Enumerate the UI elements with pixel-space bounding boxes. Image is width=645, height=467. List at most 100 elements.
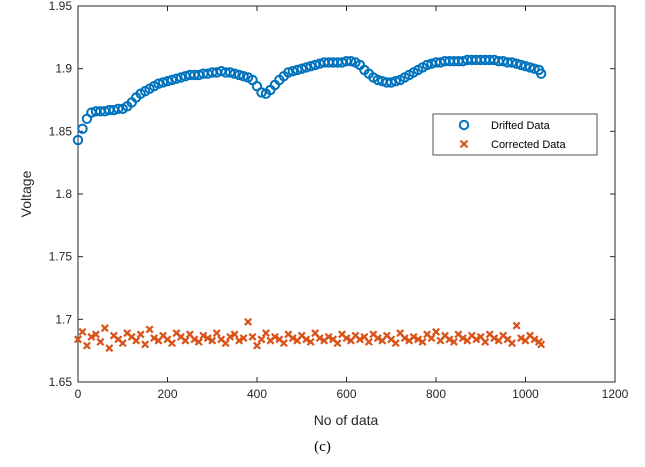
data-point-circle xyxy=(229,68,240,79)
data-point-circle xyxy=(524,62,536,73)
data-point-circle xyxy=(520,60,531,72)
data-point-x xyxy=(302,335,311,344)
data-point-circle xyxy=(309,59,321,71)
x-tick-label: 0 xyxy=(75,387,82,401)
data-point-x xyxy=(418,337,427,346)
data-point-x xyxy=(194,337,203,346)
x-tick-label: 800 xyxy=(426,387,446,401)
data-point-x xyxy=(212,329,221,338)
data-point-circle xyxy=(345,55,357,67)
data-point-circle xyxy=(233,69,245,81)
data-point-circle xyxy=(301,62,312,73)
data-series xyxy=(72,54,547,353)
legend: Drifted Data Corrected Data xyxy=(432,113,598,156)
legend-label-corrected: Corrected Data xyxy=(491,139,566,151)
data-point-circle xyxy=(515,59,527,71)
data-point-x xyxy=(333,339,342,348)
data-point-x xyxy=(248,332,257,341)
data-point-circle xyxy=(511,58,522,69)
data-point-x xyxy=(270,332,279,341)
data-point-circle xyxy=(386,77,397,88)
legend-marker-corrected-icon xyxy=(459,139,469,149)
data-point-x xyxy=(445,335,454,344)
data-point-x xyxy=(226,332,235,341)
y-tick-label: 1.85 xyxy=(49,124,73,138)
data-point-x xyxy=(74,335,82,344)
data-point-x xyxy=(414,335,423,344)
data-point-x xyxy=(221,339,230,348)
data-point-x xyxy=(253,341,261,350)
data-point-x xyxy=(409,332,418,341)
y-tick-label: 1.9 xyxy=(55,62,72,76)
data-point-circle xyxy=(390,76,401,87)
data-point-x xyxy=(199,331,208,340)
data-point-x xyxy=(432,327,440,336)
y-tick-label: 1.7 xyxy=(55,312,72,326)
figure-caption: (c) xyxy=(314,439,331,455)
data-point-circle xyxy=(72,134,84,146)
data-point-x xyxy=(257,335,266,344)
data-point-circle xyxy=(238,70,249,82)
data-point-x xyxy=(342,334,351,343)
data-point-circle xyxy=(287,65,298,77)
data-point-x xyxy=(472,335,481,344)
x-tick-label: 200 xyxy=(157,387,177,401)
data-point-x xyxy=(373,334,382,343)
data-point-circle xyxy=(77,123,88,135)
data-point-x xyxy=(306,337,315,346)
y-tick-label: 1.65 xyxy=(49,375,73,389)
data-point-x xyxy=(244,317,253,326)
data-point-x xyxy=(96,337,105,346)
data-point-circle xyxy=(372,74,384,86)
y-axis-ticks: 1.65 1.7 1.75 1.8 1.85 1.9 1.95 xyxy=(49,0,615,389)
data-point-circle xyxy=(529,63,540,74)
data-point-circle xyxy=(296,63,307,74)
data-point-circle xyxy=(153,78,164,89)
data-point-x xyxy=(145,325,154,334)
data-point-circle xyxy=(506,57,518,68)
data-point-x xyxy=(400,334,409,343)
data-point-x xyxy=(458,334,467,343)
data-point-circle xyxy=(535,68,547,79)
data-point-circle xyxy=(224,67,236,78)
data-point-x xyxy=(105,344,114,353)
data-point-x xyxy=(508,339,517,348)
data-point-circle xyxy=(171,73,182,84)
x-tick-label: 1000 xyxy=(512,387,539,401)
x-axis-label: No of data xyxy=(314,412,379,428)
legend-box xyxy=(432,113,598,156)
data-point-x xyxy=(87,332,96,341)
data-point-x xyxy=(132,336,141,345)
data-point-circle xyxy=(292,64,303,76)
data-point-x xyxy=(118,339,127,348)
data-point-x xyxy=(100,324,109,333)
data-point-x xyxy=(261,329,270,338)
data-point-circle xyxy=(421,59,433,71)
data-point-x xyxy=(537,340,546,349)
data-point-x xyxy=(208,336,217,345)
legend-marker-drifted-icon xyxy=(458,119,470,131)
x-tick-label: 600 xyxy=(336,387,356,401)
legend-label-drifted: Drifted Data xyxy=(491,120,551,132)
y-tick-label: 1.8 xyxy=(55,187,72,201)
data-point-x xyxy=(203,334,212,343)
data-point-x xyxy=(181,336,190,345)
data-point-x xyxy=(364,337,373,346)
data-point-x xyxy=(239,334,248,343)
data-point-x xyxy=(190,335,199,344)
data-point-x xyxy=(391,339,400,348)
y-tick-label: 1.95 xyxy=(49,0,73,13)
data-point-x xyxy=(530,335,539,344)
data-point-x xyxy=(230,330,239,339)
data-point-x xyxy=(490,334,499,343)
data-point-x xyxy=(288,334,297,343)
data-point-x xyxy=(82,341,91,350)
data-point-circle xyxy=(256,87,267,98)
scatter-chart: 1.651.71.751.81.851.91.95 0 200 400 600 800 1… xyxy=(18,0,629,428)
data-point-x xyxy=(517,334,526,343)
data-point-x xyxy=(355,335,364,344)
data-point-x xyxy=(449,337,458,346)
data-point-x xyxy=(141,340,150,349)
y-axis-label: Voltage xyxy=(18,170,34,217)
data-point-x xyxy=(167,339,176,348)
